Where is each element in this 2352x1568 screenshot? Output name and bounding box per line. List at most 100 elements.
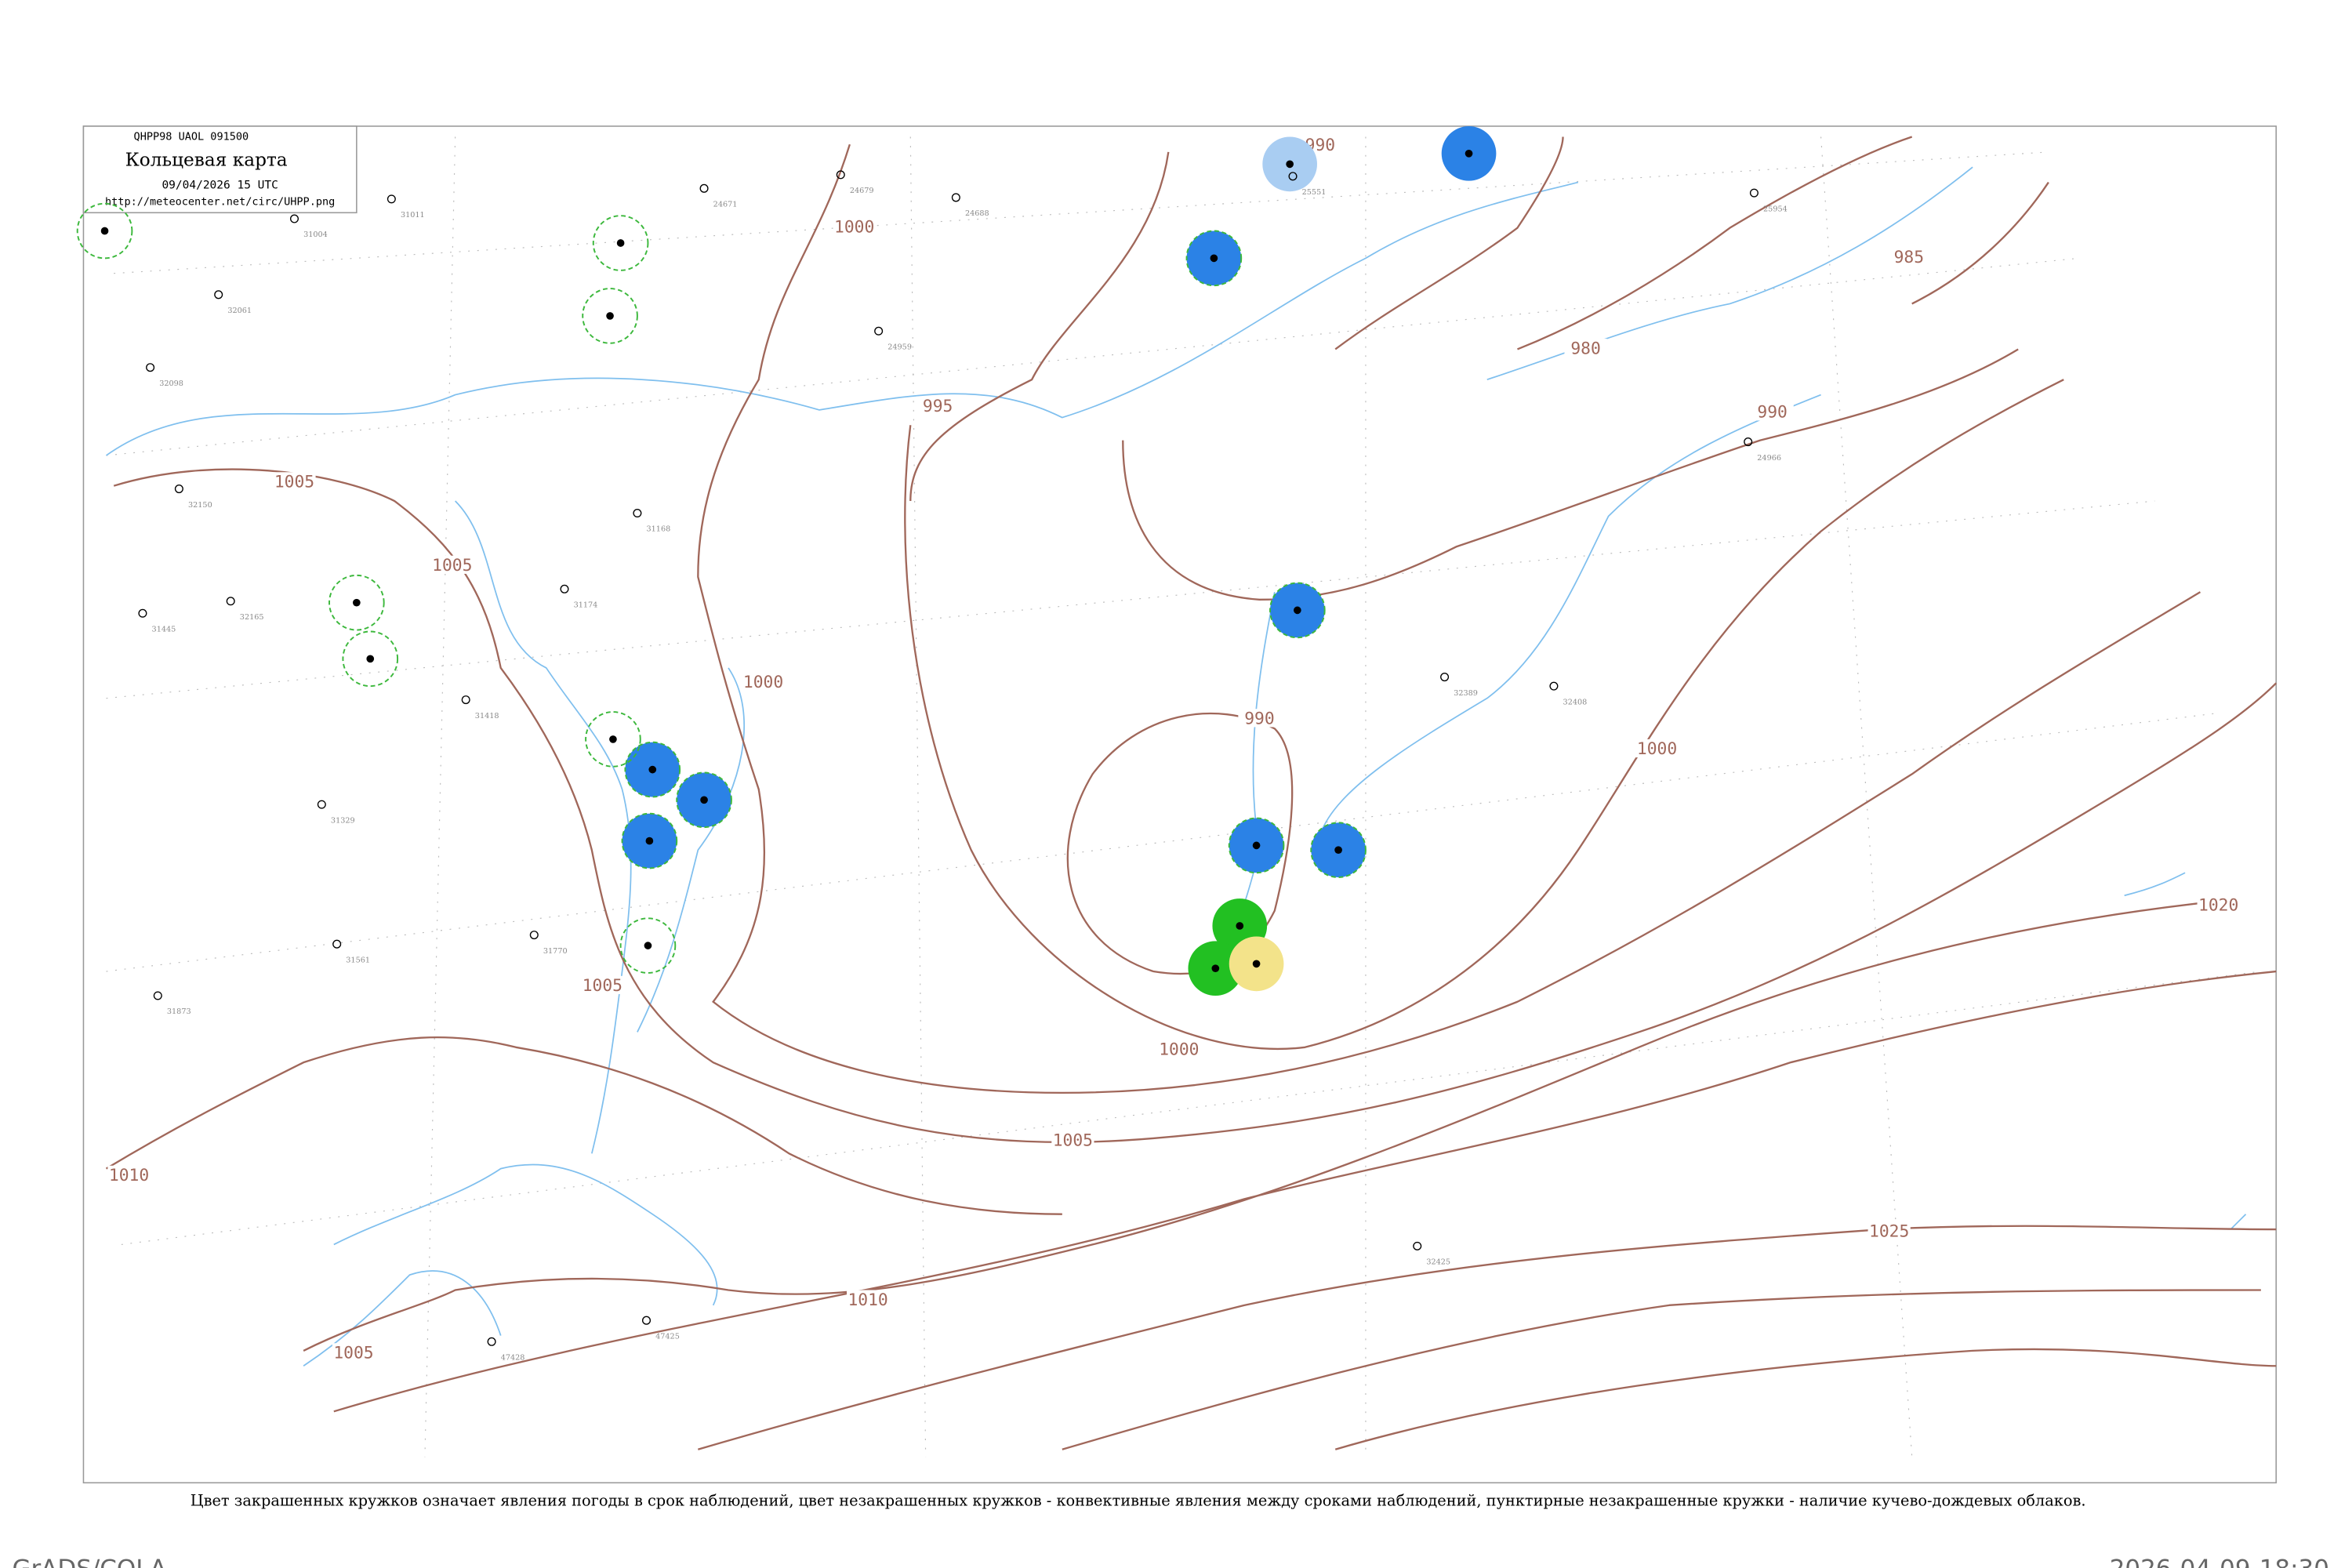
- footer-left: GrADS/COLA: [12, 1555, 166, 1568]
- isobar-label-bg: [1051, 1131, 1094, 1149]
- station-id: 32389: [1454, 689, 1478, 698]
- station-marker: [214, 290, 223, 299]
- map-frame: [82, 125, 2277, 1484]
- isobar-label-bg: [332, 1343, 376, 1362]
- station-marker: [874, 326, 884, 336]
- isobar-label: 1005: [333, 1344, 373, 1363]
- station-dot: [1211, 964, 1220, 972]
- station-id: 31168: [647, 525, 671, 534]
- caption: Цвет закрашенных кружков означает явлени…: [191, 1491, 2086, 1509]
- station-id: 31174: [574, 601, 598, 610]
- isobar-label: 1000: [1637, 739, 1677, 759]
- weather-circle: [592, 215, 649, 271]
- station-marker: [560, 584, 569, 593]
- station-id: 32061: [227, 307, 252, 315]
- station-dot: [1236, 922, 1244, 930]
- isobar-label: 990: [1757, 403, 1787, 423]
- isobar-label-bg: [1564, 338, 1607, 358]
- header-frame: [82, 125, 358, 214]
- station-marker: [153, 991, 162, 1000]
- station-id: 25551: [1302, 188, 1327, 197]
- footer-right: 2026-04-09-18:30: [2110, 1555, 2329, 1568]
- isobar-label-bg: [581, 975, 624, 995]
- isobar-label-bg: [107, 1165, 151, 1184]
- station-id: 31770: [543, 947, 568, 956]
- station-marker: [1413, 1241, 1422, 1250]
- station-id: 32098: [159, 379, 183, 388]
- header-url: http://meteocenter.net/circ/UHPP.png: [105, 196, 335, 209]
- isobar-label: 1025: [1869, 1222, 1909, 1242]
- weather-circle: [582, 288, 638, 344]
- station-id: 24966: [1757, 454, 1781, 463]
- station-dot: [1334, 846, 1342, 855]
- station-id: 47425: [655, 1332, 680, 1341]
- isobar-label-bg: [916, 396, 960, 415]
- station-dot: [616, 239, 625, 247]
- isobar-label: 1000: [1159, 1040, 1199, 1059]
- isobar-label-bg: [1751, 402, 1794, 421]
- isobar-label-bg: [833, 217, 876, 236]
- station-marker: [146, 363, 155, 372]
- station-marker: [1744, 437, 1753, 447]
- station-id: 47428: [501, 1354, 525, 1363]
- station-marker: [642, 1316, 652, 1325]
- isobar-label: 995: [923, 397, 953, 416]
- station-marker: [461, 695, 470, 705]
- station-dot: [1252, 960, 1261, 968]
- isobar-label-bg: [1635, 739, 1679, 758]
- station-dot: [1294, 606, 1301, 615]
- header-code: QHPP98 UAOL 091500: [134, 130, 249, 143]
- isobar-label: 1010: [848, 1290, 887, 1310]
- isobar-label: 980: [1570, 339, 1600, 358]
- isobar-label: 1005: [274, 473, 314, 492]
- isobar-label-bg: [847, 1290, 890, 1308]
- station-marker: [226, 597, 235, 606]
- station-id: 24679: [850, 187, 874, 195]
- station-marker: [951, 193, 960, 202]
- isobar-label-bg: [742, 672, 785, 691]
- isobar-label-bg: [273, 472, 316, 491]
- station-dot: [1286, 160, 1294, 169]
- station-id: 32408: [1563, 698, 1588, 706]
- station-marker: [138, 608, 147, 618]
- isobar-label-bg: [1157, 1040, 1200, 1058]
- station-marker: [332, 939, 342, 949]
- weather-circle: [76, 202, 133, 260]
- station-id: 31561: [346, 956, 370, 964]
- graticule: [106, 136, 2261, 1457]
- station-marker: [1288, 172, 1298, 181]
- station-dot: [1465, 149, 1473, 158]
- station-marker: [1440, 673, 1450, 682]
- station-dot: [366, 655, 375, 663]
- isobar-label: 985: [1894, 248, 1924, 267]
- station-dot: [700, 796, 708, 804]
- station-dot: [609, 735, 617, 743]
- station-id: 32165: [240, 613, 264, 622]
- station-id: 31873: [167, 1007, 191, 1016]
- station-dot: [648, 765, 657, 774]
- station-marker: [1549, 681, 1559, 691]
- station-id: 24688: [965, 209, 989, 218]
- station-id: 31011: [401, 211, 425, 220]
- isobar-label: 1005: [583, 976, 622, 996]
- station-marker: [633, 509, 642, 518]
- station-dot: [606, 312, 614, 320]
- header-time: 09/04/2026 15 UTC: [162, 179, 278, 191]
- isobar-label-bg: [1238, 709, 1281, 728]
- station-marker: [1749, 188, 1759, 198]
- station-id: 24671: [713, 201, 738, 209]
- station-marker: [174, 485, 183, 494]
- station-dot: [1252, 841, 1261, 850]
- isobar-label: 990: [1244, 710, 1274, 729]
- station-marker: [529, 931, 539, 940]
- station-marker: [289, 214, 299, 223]
- station-id: 25954: [1763, 205, 1788, 213]
- station-dot: [100, 227, 109, 235]
- isobar-label: 1005: [432, 556, 472, 575]
- isobar-label: 1010: [109, 1166, 149, 1185]
- station-id: 31445: [152, 625, 176, 633]
- station-id: 31418: [475, 712, 499, 720]
- isobar-label: 1020: [2198, 896, 2238, 916]
- station-dot: [645, 837, 654, 845]
